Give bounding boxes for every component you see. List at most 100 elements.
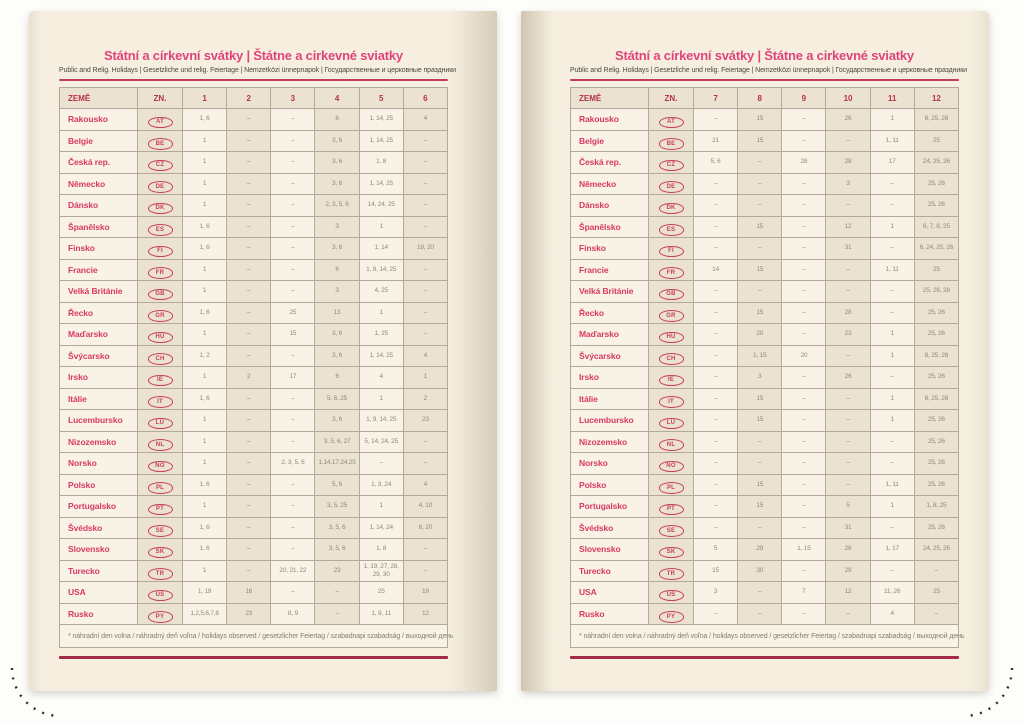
country-name: Belgie bbox=[59, 129, 138, 152]
holiday-days-cell: 25 bbox=[358, 581, 404, 604]
holiday-days-cell: – bbox=[737, 151, 783, 174]
holiday-days-cell: 6 bbox=[314, 366, 360, 389]
holiday-days-cell: – bbox=[402, 280, 449, 303]
code-cell: SE bbox=[648, 516, 694, 539]
country-name: Lucembursko bbox=[570, 409, 649, 432]
holiday-days-cell: 25, 26 bbox=[913, 516, 960, 539]
holiday-days-cell: – bbox=[781, 495, 827, 518]
holiday-days-cell: 25, 26 bbox=[913, 473, 960, 496]
holiday-days-cell: – bbox=[737, 516, 783, 539]
holiday-days-cell: – bbox=[358, 452, 404, 475]
holiday-days-cell: 1, 11 bbox=[869, 129, 915, 152]
holiday-days-cell: 1 bbox=[181, 430, 228, 453]
holiday-days-cell: – bbox=[692, 473, 739, 496]
holiday-days-cell: – bbox=[270, 344, 316, 367]
holiday-days-cell: 1 bbox=[869, 323, 915, 346]
country-code-badge: PL bbox=[658, 482, 684, 494]
holiday-days-cell: 5 bbox=[692, 538, 739, 561]
country-row: Lucembursko LU 1– –3, 6 1, 9, 14, 25 23 bbox=[59, 409, 449, 432]
country-name: Česká rep. bbox=[570, 151, 649, 174]
holiday-days-cell: – bbox=[226, 172, 272, 195]
holiday-days-cell: – bbox=[869, 301, 915, 324]
holiday-days-cell: 23 bbox=[825, 323, 871, 346]
right-page: Státní a církevní svátky | Štátne a cirk… bbox=[521, 11, 989, 691]
code-cell: IE bbox=[137, 366, 183, 389]
holiday-days-cell: 17 bbox=[869, 151, 915, 174]
country-row: Česká rep. CZ 5, 6–28 28 17 24, 25, 26 bbox=[570, 151, 960, 174]
country-name: Irsko bbox=[570, 366, 649, 389]
holiday-days-cell: 28 bbox=[825, 538, 871, 561]
country-name: Švédsko bbox=[570, 516, 649, 539]
holiday-days-cell: 1, 6 bbox=[181, 387, 228, 410]
holiday-days-cell: – bbox=[781, 194, 827, 217]
footnote-text: * náhradní den volna / náhradný deň voľn… bbox=[59, 624, 454, 648]
holiday-days-cell: 31 bbox=[825, 516, 871, 539]
holiday-days-cell: 8, 25, 26 bbox=[913, 108, 960, 131]
holiday-days-cell: 15 bbox=[737, 473, 783, 496]
holiday-days-cell: 1, 9, 14, 25 bbox=[358, 409, 404, 432]
holiday-days-cell: – bbox=[402, 323, 449, 346]
month-column-header: 6 bbox=[402, 87, 449, 109]
holiday-days-cell: – bbox=[781, 129, 827, 152]
code-cell: DK bbox=[648, 194, 694, 217]
holiday-days-cell: – bbox=[402, 215, 449, 238]
holiday-table-months-7-12: ZEMĚ ZN. 7 8 9 10 11 12 Rakousko AT –15–26 1 8, 25, … bbox=[570, 87, 965, 648]
holiday-days-cell: 28 bbox=[825, 301, 871, 324]
country-row: Belgie BE 1– –3, 6 1, 14, 25– bbox=[59, 129, 449, 152]
holiday-days-cell: – bbox=[737, 602, 783, 625]
holiday-days-cell: – bbox=[781, 108, 827, 131]
country-code-badge: HU bbox=[658, 331, 684, 344]
country-code-badge: IT bbox=[147, 396, 173, 408]
country-row: Finsko FI 1, 6– –3, 6 1, 14 19, 20 bbox=[59, 237, 449, 260]
code-cell: FR bbox=[137, 258, 183, 281]
country-code-badge: DK bbox=[147, 202, 173, 215]
holiday-days-cell: 4 bbox=[402, 344, 449, 367]
footnote-row: * náhradní den volna / náhradný deň voľn… bbox=[570, 624, 965, 648]
holiday-days-cell: 1,14,17,24,25 bbox=[314, 452, 360, 475]
holiday-days-cell: 1, 14, 25 bbox=[358, 108, 404, 131]
holiday-days-cell: 25 bbox=[913, 258, 960, 281]
country-row: Švýcarsko CH 1, 2– –3, 6 1, 14, 25 4 bbox=[59, 344, 449, 367]
holiday-days-cell: 7 bbox=[781, 581, 827, 604]
holiday-days-cell: 3 bbox=[692, 581, 739, 604]
country-name: Česká rep. bbox=[59, 151, 138, 174]
country-row: Finsko FI – – –31–6, 24, 25, 26 bbox=[570, 237, 960, 260]
holiday-days-cell: 3, 6 bbox=[314, 151, 360, 174]
country-name: Slovensko bbox=[59, 538, 138, 561]
holiday-days-cell: 3, 6 bbox=[314, 237, 360, 260]
country-row: Španělsko ES 1, 6– –3 1– bbox=[59, 215, 449, 238]
country-row: Itálie IT 1, 6– –5, 6, 25 1 2 bbox=[59, 387, 449, 410]
holiday-days-cell: 25, 26 bbox=[913, 430, 960, 453]
country-code-badge: IT bbox=[658, 396, 684, 408]
country-name: Španělsko bbox=[59, 215, 138, 238]
holiday-days-cell: – bbox=[825, 452, 871, 475]
holiday-days-cell: 3 bbox=[825, 172, 871, 195]
holiday-days-cell: – bbox=[692, 409, 739, 432]
month-column-header: 3 bbox=[270, 87, 316, 109]
country-name: Belgie bbox=[570, 129, 649, 152]
holiday-days-cell: 25, 26 bbox=[913, 409, 960, 432]
country-row: Polsko PL 1, 6– –5, 6 1, 3, 24 4 bbox=[59, 473, 449, 496]
holiday-days-cell: – bbox=[869, 194, 915, 217]
country-code-badge: GB bbox=[147, 288, 173, 301]
holiday-days-cell: – bbox=[226, 215, 272, 238]
holiday-days-cell: – bbox=[737, 452, 783, 475]
country-name: Lucembursko bbox=[59, 409, 138, 432]
code-cell: GB bbox=[648, 280, 694, 303]
country-code-badge: NL bbox=[147, 439, 173, 451]
country-code-badge: GB bbox=[658, 288, 684, 301]
country-code-badge: PL bbox=[147, 482, 173, 494]
footnote-row: * náhradní den volna / náhradný deň voľn… bbox=[59, 624, 454, 648]
holiday-days-cell: 2 bbox=[402, 387, 449, 410]
holiday-days-cell: 1 bbox=[181, 194, 228, 217]
holiday-days-cell: 31 bbox=[825, 237, 871, 260]
holiday-days-cell: – bbox=[869, 280, 915, 303]
holiday-days-cell: 15 bbox=[737, 301, 783, 324]
holiday-days-cell: – bbox=[402, 172, 449, 195]
holiday-days-cell: 1, 6 bbox=[181, 108, 228, 131]
country-name: Německo bbox=[59, 172, 138, 195]
holiday-days-cell: 8, 9 bbox=[270, 602, 316, 625]
country-row: Velká Británie GB 1– –3 4, 25– bbox=[59, 280, 449, 303]
holiday-days-cell: – bbox=[270, 581, 316, 604]
country-code-badge: AT bbox=[658, 116, 684, 129]
